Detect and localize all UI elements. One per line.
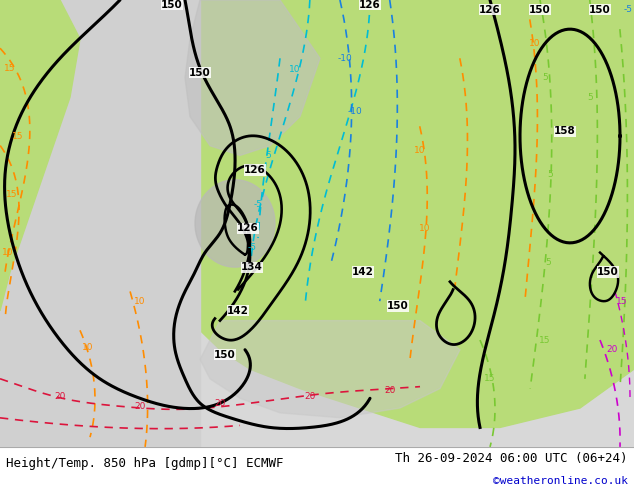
Text: 150: 150 — [387, 301, 409, 311]
Text: 10: 10 — [419, 224, 430, 233]
Text: 15: 15 — [6, 190, 18, 199]
Text: 150: 150 — [597, 267, 619, 277]
Text: -10: -10 — [347, 107, 363, 116]
Text: 15: 15 — [540, 336, 551, 344]
Text: 150: 150 — [529, 5, 551, 15]
Text: 126: 126 — [237, 223, 259, 233]
Ellipse shape — [195, 180, 275, 267]
Text: 10: 10 — [529, 39, 541, 48]
Polygon shape — [185, 0, 320, 155]
Text: 126: 126 — [244, 165, 266, 175]
Text: 20: 20 — [134, 402, 146, 411]
Text: 5: 5 — [545, 258, 551, 267]
Text: 20: 20 — [606, 345, 618, 354]
Text: Height/Temp. 850 hPa [gdmp][°C] ECMWF: Height/Temp. 850 hPa [gdmp][°C] ECMWF — [6, 457, 284, 470]
Text: 10: 10 — [82, 343, 94, 352]
Text: -5: -5 — [247, 243, 257, 252]
Polygon shape — [190, 0, 634, 427]
Text: 10: 10 — [3, 248, 14, 257]
Text: Th 26-09-2024 06:00 UTC (06+24): Th 26-09-2024 06:00 UTC (06+24) — [395, 452, 628, 466]
Text: 134: 134 — [241, 262, 263, 272]
Text: 142: 142 — [352, 267, 374, 277]
Text: 126: 126 — [359, 0, 381, 10]
Text: ©weatheronline.co.uk: ©weatheronline.co.uk — [493, 475, 628, 486]
Text: 10: 10 — [289, 66, 301, 74]
Text: 10: 10 — [414, 146, 426, 155]
Text: 142: 142 — [227, 306, 249, 316]
Text: 150: 150 — [589, 5, 611, 15]
Text: 158: 158 — [554, 126, 576, 136]
Text: 150: 150 — [161, 0, 183, 10]
Polygon shape — [200, 320, 460, 418]
Text: 5: 5 — [547, 171, 553, 179]
Text: 15: 15 — [484, 374, 496, 383]
Text: -5: -5 — [623, 5, 633, 14]
Text: -10: -10 — [338, 54, 353, 63]
Text: 20: 20 — [304, 392, 316, 401]
Text: 150: 150 — [189, 68, 211, 78]
Text: 5: 5 — [587, 93, 593, 101]
Text: -5: -5 — [254, 199, 262, 209]
Text: 20: 20 — [55, 392, 66, 401]
Bar — [0, 0, 200, 447]
Text: 10: 10 — [134, 296, 146, 306]
Text: 20: 20 — [214, 399, 226, 408]
Polygon shape — [0, 0, 80, 311]
Text: 15: 15 — [4, 64, 16, 73]
Text: 5: 5 — [542, 73, 548, 82]
Text: 15: 15 — [616, 296, 628, 306]
Polygon shape — [265, 0, 420, 136]
Text: 126: 126 — [479, 5, 501, 15]
Text: 20: 20 — [384, 386, 396, 395]
Text: 15: 15 — [12, 131, 23, 141]
Text: 5: 5 — [265, 151, 271, 160]
Text: 150: 150 — [214, 349, 236, 360]
